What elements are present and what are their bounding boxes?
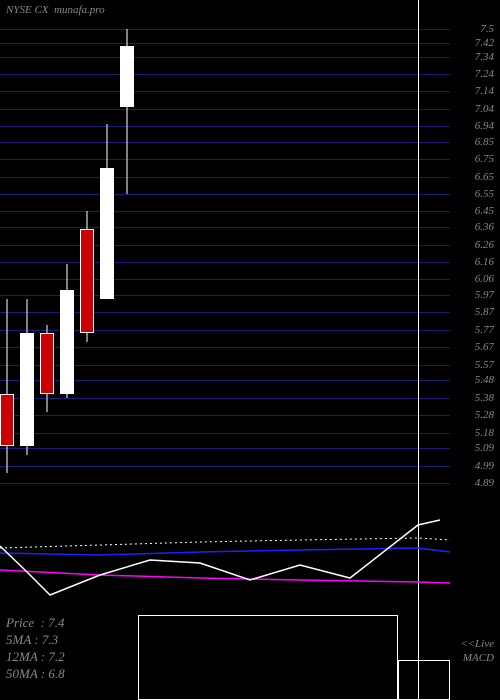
stock-chart: NYSE CX munafa.pro 7.57.427.347.247.147.… [0, 0, 500, 700]
ma50-info: 50MA : 6.8 [6, 666, 65, 682]
macd-label: MACD [463, 652, 494, 664]
ma12-info: 12MA : 7.2 [6, 649, 65, 665]
macd-indicator-lines [0, 0, 500, 700]
macd-box-2 [398, 660, 450, 700]
macd-box-1 [138, 615, 398, 700]
ma5-info: 5MA : 7.3 [6, 632, 58, 648]
live-label: <<Live [460, 638, 494, 650]
price-info: Price : 7.4 [6, 615, 65, 631]
